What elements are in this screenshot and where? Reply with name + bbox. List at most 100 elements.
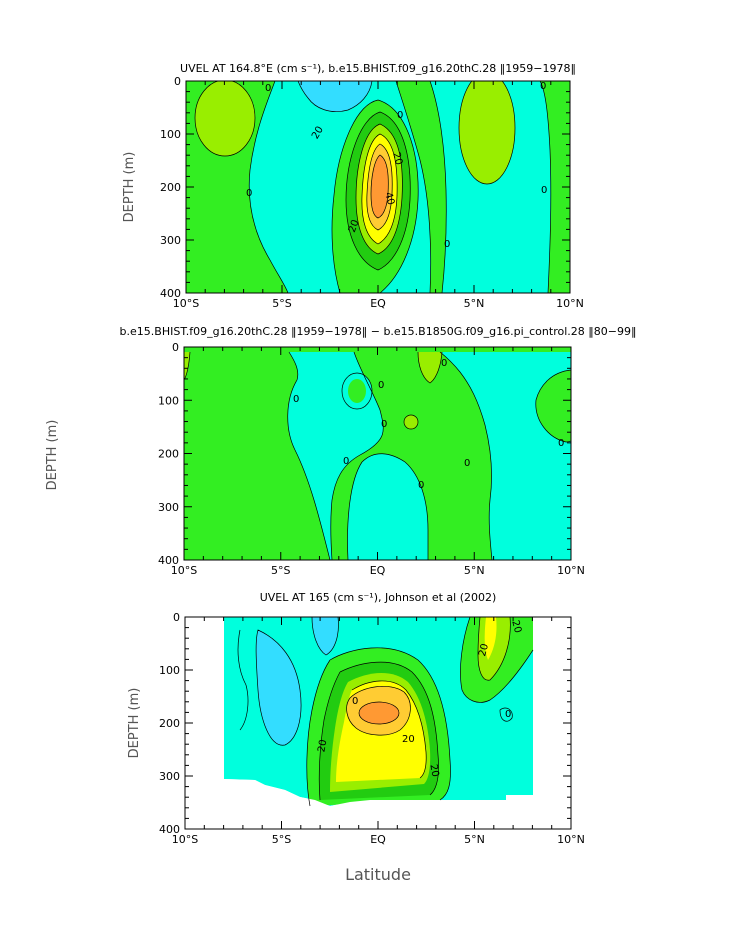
contour-label: 20 <box>347 218 362 234</box>
panel-2-green-east <box>535 370 571 442</box>
x-tick-label: 5°N <box>464 297 485 310</box>
panel-2-green-blob-2 <box>404 415 418 429</box>
contour-label: 0 <box>265 83 271 94</box>
y-tick-label: 100 <box>158 394 179 407</box>
panel-1: UVEL AT 164.8°E (cm s⁻¹), b.e15.BHIST.f0… <box>122 62 584 310</box>
contour-label: 0 <box>441 358 447 369</box>
panel-2-cyan-center <box>347 453 428 560</box>
panel-1-contour <box>377 99 419 293</box>
panel-2-contour <box>287 351 331 560</box>
x-tick-label: EQ <box>370 297 386 310</box>
y-tick-label: 400 <box>160 287 181 300</box>
panel-3-contour-labels: 20 20 20 20 20 0 0 <box>316 619 523 778</box>
panel-1-contour <box>355 123 403 255</box>
contour-label: 0 <box>505 709 511 720</box>
y-tick-label: 300 <box>159 770 180 783</box>
contour-label: 20 <box>509 619 523 634</box>
panel-1-blue-top <box>298 81 372 112</box>
panel-3-contour <box>477 617 511 681</box>
y-tick-label: 400 <box>159 823 180 836</box>
panel-3-mask <box>185 617 571 829</box>
panel-2-contour <box>417 351 443 384</box>
x-tick-label: 5°N <box>464 833 485 846</box>
panel-1-contour <box>370 154 389 219</box>
x-tick-label: 5°S <box>272 297 291 310</box>
panel-3-orange-core <box>359 702 399 724</box>
y-tick-label: 300 <box>158 501 179 514</box>
panel-3-contour <box>255 629 302 746</box>
panel-1-lobe-west <box>195 81 255 156</box>
panel-1-contour <box>331 99 379 293</box>
y-tick-label: 0 <box>174 75 181 88</box>
panel-3-title: UVEL AT 165 (cm s⁻¹), Johnson et al (200… <box>260 591 497 604</box>
panel-1-field <box>186 81 570 293</box>
x-tick-label: EQ <box>370 564 386 577</box>
shared-ylabel: DEPTH (m) <box>45 420 60 491</box>
panel-1-contour <box>361 133 398 245</box>
main-xlabel: Latitude <box>345 865 411 884</box>
panel-2-contour <box>403 414 419 430</box>
contour-label: 0 <box>541 185 547 196</box>
y-tick-label: 0 <box>172 341 179 354</box>
contour-label: 0 <box>540 81 546 92</box>
x-tick-label: 10°S <box>173 297 199 310</box>
panel-3-contour <box>318 671 341 801</box>
panel-2-field <box>184 347 571 560</box>
y-tick-label: 200 <box>159 717 180 730</box>
panel-1-contour <box>194 81 256 157</box>
y-tick-label: 100 <box>159 664 180 677</box>
x-tick-label: 5°N <box>464 564 485 577</box>
panel-2-contour <box>535 369 571 443</box>
contour-label: 0 <box>378 380 384 391</box>
contour-label: 0 <box>418 480 424 491</box>
x-tick-label: 10°N <box>557 833 585 846</box>
panel-2: b.e15.BHIST.f09_g16.20thC.28 ‖1959−1978‖… <box>120 325 637 577</box>
panel-3-contour <box>339 661 439 796</box>
contour-label: 0 <box>558 438 564 449</box>
contour-label: 0 <box>343 456 349 467</box>
x-tick-label: 5°S <box>271 564 290 577</box>
panel-1-contour <box>395 81 432 293</box>
panel-3-contour <box>351 680 427 779</box>
panel-2-contour-labels: 0 0 0 0 0 0 0 0 <box>293 358 564 491</box>
panel-3-ylabel: DEPTH (m) <box>127 688 142 759</box>
panel-3-contour <box>358 701 400 725</box>
panel-1-title: UVEL AT 164.8°E (cm s⁻¹), b.e15.BHIST.f0… <box>180 62 576 75</box>
contour-label: 20 <box>402 734 415 745</box>
contour-label: 0 <box>444 239 450 250</box>
panel-2-axes: 10°S 5°S EQ 5°N 10°N 0 100 200 300 400 <box>158 341 585 577</box>
panel-3-blue-top <box>312 617 339 655</box>
y-tick-label: 200 <box>160 181 181 194</box>
contour-label: 20 <box>390 151 404 166</box>
contour-label: 0 <box>381 419 387 430</box>
y-tick-label: 100 <box>160 128 181 141</box>
panel-2-green-blob <box>348 379 366 403</box>
panel-1-core-6 <box>371 155 389 218</box>
contour-label: 20 <box>477 643 491 658</box>
panel-1-contour <box>539 81 552 293</box>
panel-2-title: b.e15.BHIST.f09_g16.20thC.28 ‖1959−1978‖… <box>120 325 637 338</box>
panel-1-contour-labels: 0 20 0 20 40 20 0 0 0 0 <box>246 81 547 250</box>
panel-1-contour <box>345 111 411 271</box>
panel-3-contour <box>460 617 534 703</box>
panel-1-contour <box>297 81 373 112</box>
panel-1-contour <box>248 81 289 293</box>
contour-label: 40 <box>382 191 396 206</box>
panel-3-contour <box>237 629 249 731</box>
contour-label: 20 <box>427 763 440 777</box>
panel-2-lime-west <box>184 352 190 380</box>
contour-label: 20 <box>316 739 329 753</box>
x-tick-label: 10°N <box>556 297 584 310</box>
contour-label: 0 <box>352 696 358 707</box>
panel-3-contour <box>311 617 339 656</box>
x-tick-label: 5°S <box>272 833 291 846</box>
panel-2-contour <box>439 351 493 560</box>
panel-1-ylabel: DEPTH (m) <box>122 152 137 223</box>
panel-1-contour <box>458 81 516 185</box>
panel-2-contour <box>341 372 373 410</box>
x-tick-label: 10°N <box>557 564 585 577</box>
y-tick-label: 200 <box>158 448 179 461</box>
